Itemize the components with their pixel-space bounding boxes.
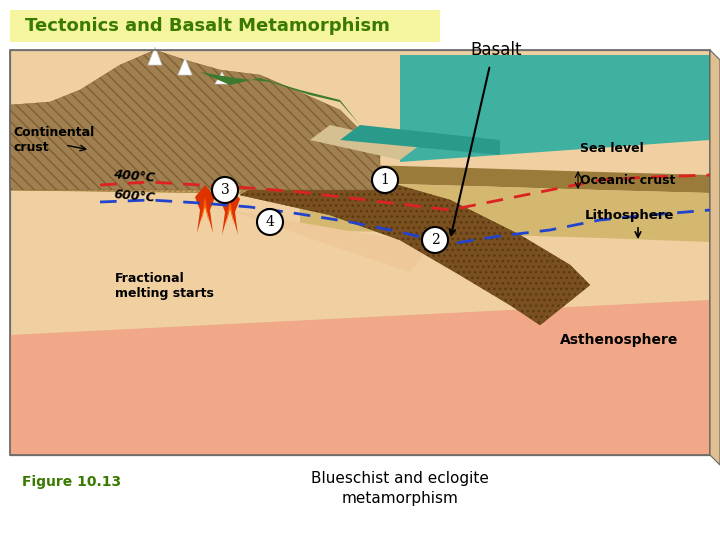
Polygon shape (710, 50, 720, 465)
Text: Asthenosphere: Asthenosphere (560, 333, 678, 347)
Polygon shape (10, 50, 380, 190)
Polygon shape (10, 295, 710, 455)
Polygon shape (400, 55, 710, 162)
Polygon shape (200, 72, 360, 125)
Polygon shape (240, 163, 590, 325)
Text: Lithosphere: Lithosphere (585, 208, 675, 221)
Text: 400°C: 400°C (113, 168, 156, 185)
Polygon shape (215, 72, 228, 84)
Text: 600°C: 600°C (113, 188, 156, 205)
Polygon shape (10, 105, 380, 195)
Polygon shape (310, 125, 420, 160)
Circle shape (372, 167, 398, 193)
Polygon shape (340, 125, 500, 155)
Polygon shape (330, 164, 710, 193)
Polygon shape (195, 185, 215, 233)
Text: Blueschist and eclogite: Blueschist and eclogite (311, 470, 489, 485)
Circle shape (422, 227, 448, 253)
Polygon shape (300, 182, 710, 242)
Circle shape (212, 177, 238, 203)
FancyBboxPatch shape (10, 10, 440, 42)
Polygon shape (220, 187, 240, 235)
Text: Continental
crust: Continental crust (13, 126, 94, 154)
Polygon shape (148, 47, 162, 65)
Text: Figure 10.13: Figure 10.13 (22, 475, 121, 489)
Text: 1: 1 (381, 173, 390, 187)
Text: 2: 2 (431, 233, 439, 247)
Text: Fractional
melting starts: Fractional melting starts (115, 272, 214, 300)
Polygon shape (10, 330, 710, 455)
Polygon shape (10, 50, 710, 455)
Text: 4: 4 (266, 215, 274, 229)
Text: 3: 3 (220, 183, 230, 197)
Polygon shape (10, 300, 710, 455)
Text: Oceanic crust: Oceanic crust (580, 173, 675, 186)
Polygon shape (170, 200, 430, 272)
Polygon shape (226, 199, 234, 225)
Text: Sea level: Sea level (580, 141, 644, 154)
Circle shape (257, 209, 283, 235)
Text: Basalt: Basalt (470, 41, 521, 59)
Polygon shape (201, 197, 209, 223)
Polygon shape (178, 58, 192, 75)
Text: Tectonics and Basalt Metamorphism: Tectonics and Basalt Metamorphism (25, 17, 390, 35)
Text: metamorphism: metamorphism (341, 490, 459, 505)
